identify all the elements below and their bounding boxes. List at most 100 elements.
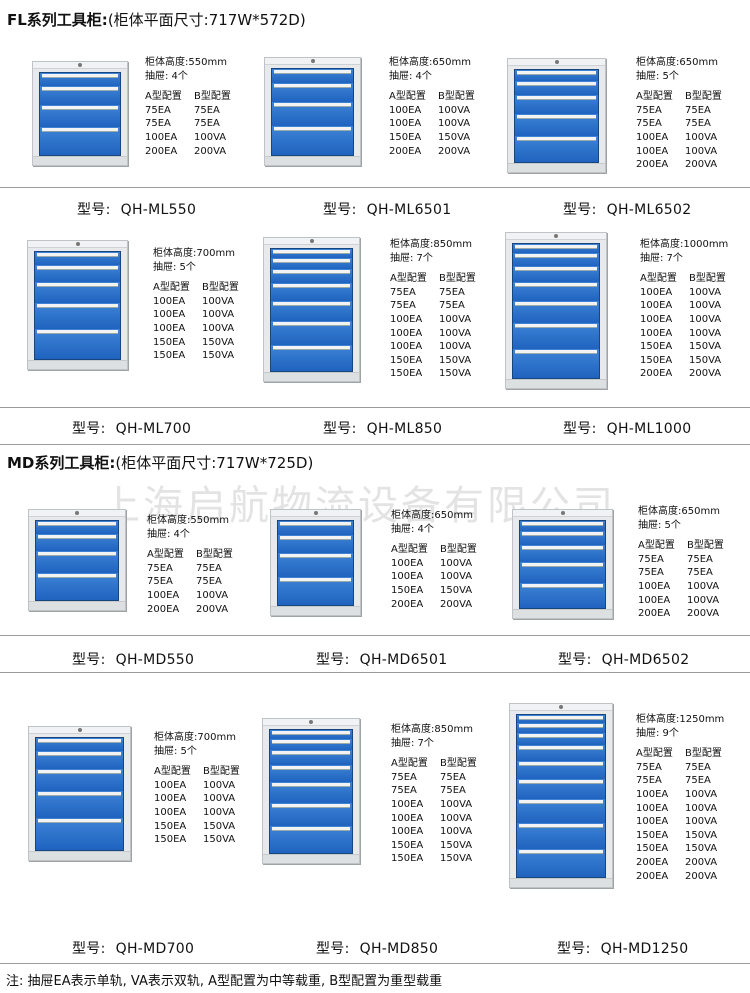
config-b-value: 75EA	[685, 118, 711, 130]
drawer-count: 抽屉: 5个	[636, 70, 679, 82]
drawer	[517, 715, 605, 723]
config-a-header: A型配置	[638, 540, 675, 552]
drawer	[270, 750, 352, 765]
drawer	[36, 533, 118, 552]
config-b-value: 100VA	[440, 826, 473, 838]
config-row: 100EA 100VA	[145, 131, 231, 145]
drawer-handle	[522, 546, 603, 551]
config-row: 100EA 100VA	[390, 313, 476, 327]
config-b-value: 200VA	[440, 598, 473, 610]
config-row: 100EA 100VA	[391, 570, 477, 584]
config-b-value: 200VA	[685, 856, 718, 868]
config-b-value: 200VA	[194, 145, 227, 157]
model-value: QH-ML700	[115, 421, 192, 437]
config-b-value: 150VA	[685, 843, 718, 855]
config-b-value: 100VA	[687, 580, 720, 592]
model-label: 型号:	[558, 652, 592, 668]
config-a-value: 100EA	[640, 313, 673, 325]
drawer-handle	[37, 265, 118, 270]
config-header: A型配置 B型配置	[145, 90, 231, 104]
config-b-value: 100VA	[689, 300, 722, 312]
config-b-value: 100VA	[194, 131, 227, 143]
config-row: 100EA 100VA	[390, 327, 476, 341]
model-number: 型号: QH-ML6502	[563, 199, 691, 219]
drawer	[517, 722, 605, 733]
config-row: 100EA 100VA	[147, 589, 233, 603]
drawer	[515, 136, 598, 162]
drawer	[40, 86, 120, 105]
config-a-value: 200EA	[640, 368, 673, 380]
config-a-value: 100EA	[636, 131, 669, 143]
config-row: 75EA 75EA	[147, 562, 233, 576]
drawer-handle	[272, 731, 350, 735]
config-b-header: B型配置	[196, 549, 233, 561]
config-a-value: 100EA	[640, 286, 673, 298]
config-row: 150EA 150VA	[154, 820, 240, 834]
config-a-value: 100EA	[391, 557, 424, 569]
config-row: 200EA 200VA	[636, 870, 724, 884]
drawer	[513, 323, 599, 350]
model-value: QH-MD1250	[600, 941, 689, 957]
drawer-handle	[38, 534, 116, 539]
drawer-handle	[274, 84, 351, 89]
config-b-value: 150VA	[440, 584, 473, 596]
config-a-header: A型配置	[389, 91, 426, 103]
config-a-value: 100EA	[391, 812, 424, 824]
drawer-handle	[517, 137, 596, 142]
config-b-header: B型配置	[687, 540, 724, 552]
divider	[0, 635, 750, 636]
drawer	[278, 521, 353, 535]
drawer-handle	[42, 105, 118, 110]
config-b-header: B型配置	[685, 748, 722, 760]
drawer-count: 抽屉: 5个	[154, 745, 197, 757]
config-row: 100EA 100VA	[640, 313, 728, 327]
cabinet-height: 柜体高度:550mm	[145, 57, 227, 68]
model-value: QH-ML1000	[606, 421, 692, 437]
drawer	[271, 321, 352, 345]
drawer-handle	[37, 303, 118, 308]
drawer	[278, 576, 353, 605]
drawer-handle	[515, 254, 597, 259]
drawer-handle	[515, 324, 597, 329]
cabinet-image	[28, 509, 126, 611]
config-b-value: 100VA	[685, 802, 718, 814]
model-number: 型号: QH-ML550	[77, 199, 196, 219]
drawer	[520, 583, 605, 608]
config-row: 200EA 200VA	[640, 367, 728, 381]
cabinet-image	[264, 57, 361, 166]
config-a-value: 200EA	[636, 856, 669, 868]
config-row: 100EA 100VA	[390, 340, 476, 354]
config-a-value: 75EA	[636, 775, 662, 787]
model-label: 型号:	[72, 421, 106, 437]
drawer-handle	[280, 554, 351, 559]
config-a-header: A型配置	[391, 544, 428, 556]
config-a-value: 150EA	[391, 853, 424, 865]
config-a-value: 75EA	[391, 771, 417, 783]
drawer-handle	[273, 345, 350, 350]
config-b-value: 150VA	[689, 354, 722, 366]
model-label: 型号:	[316, 941, 350, 957]
drawer	[515, 113, 598, 137]
config-b-header: B型配置	[685, 91, 722, 103]
config-b-value: 75EA	[685, 104, 711, 116]
drawer	[270, 730, 352, 739]
drawer	[271, 300, 352, 322]
config-b-value: 100VA	[687, 594, 720, 606]
config-a-value: 200EA	[147, 603, 180, 615]
drawer-handle	[522, 522, 603, 526]
config-row: 75EA 75EA	[147, 575, 233, 589]
drawer-handle	[274, 70, 351, 74]
config-row: 100EA 100VA	[636, 788, 724, 802]
model-label: 型号:	[563, 202, 597, 218]
drawer	[270, 782, 352, 803]
model-number: 型号: QH-ML1000	[563, 418, 691, 438]
drawer-count: 抽屉: 4个	[391, 523, 434, 535]
config-b-value: 100VA	[440, 798, 473, 810]
cabinet-image	[507, 58, 606, 173]
lock-icon	[309, 239, 314, 243]
config-header: A型配置 B型配置	[640, 272, 728, 286]
config-row: 75EA 75EA	[636, 774, 724, 788]
config-a-value: 150EA	[391, 584, 424, 596]
fl-title-dimensions: (柜体平面尺寸:717W*572D)	[107, 11, 306, 29]
model-label: 型号:	[72, 652, 106, 668]
